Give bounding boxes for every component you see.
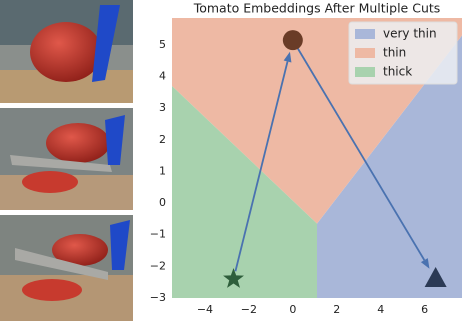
y-tick-label: 0 [159, 196, 166, 209]
x-tick-label: 4 [377, 303, 384, 316]
legend-swatch [355, 67, 375, 77]
y-tick-label: 4 [159, 70, 166, 83]
y-tick-label: −3 [150, 291, 166, 304]
legend-label: very thin [383, 27, 437, 41]
x-tick-label: 6 [421, 303, 428, 316]
legend-swatch [355, 48, 375, 58]
arrow-head [420, 258, 430, 269]
overlay: −4 −2 0 2 4 6 −3 −2 −1 0 1 2 3 4 5 very thin thin thick [150, 21, 458, 316]
legend-label: thin [383, 46, 406, 60]
y-tick-label: 2 [159, 133, 166, 146]
x-tick-label: 2 [333, 303, 340, 316]
legend-label: thick [383, 65, 412, 79]
x-tick-label: 0 [289, 303, 296, 316]
y-tick-label: −2 [150, 259, 166, 272]
arrow [234, 61, 289, 272]
x-tick-label: −4 [197, 303, 213, 316]
legend-swatch [355, 29, 375, 39]
photo-cut-one [0, 108, 133, 210]
y-tick-label: −1 [150, 228, 166, 241]
point [424, 267, 447, 288]
arrow [296, 46, 426, 261]
y-tick-label: 1 [159, 164, 166, 177]
x-tick-label: −2 [241, 303, 257, 316]
arrow-head [283, 51, 292, 63]
legend-box [348, 21, 458, 85]
y-tick-label: 3 [159, 101, 166, 114]
y-tick-label: 5 [159, 38, 166, 51]
point [223, 268, 244, 288]
photo-whole [0, 0, 133, 103]
region [172, 86, 317, 298]
point [282, 30, 303, 51]
region [317, 35, 462, 298]
chart-title: Tomato Embeddings After Multiple Cuts [193, 1, 441, 16]
photo-cut-two [0, 215, 133, 321]
